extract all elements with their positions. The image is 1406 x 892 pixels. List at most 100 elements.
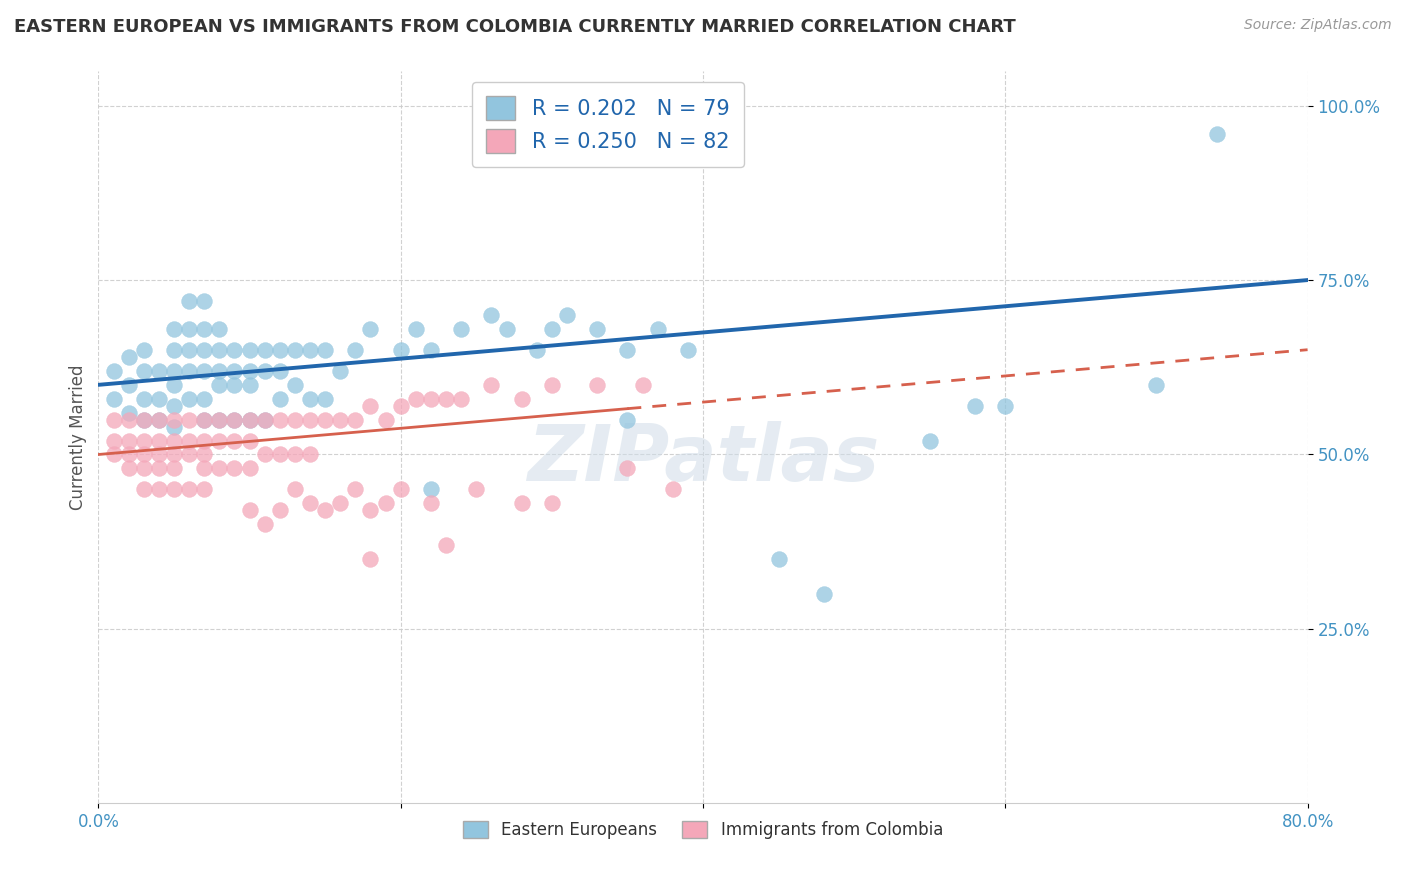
Point [434,538,457,552]
Point [239,343,262,357]
Point [163,343,186,357]
Point [208,377,231,392]
Point [299,392,322,406]
Point [420,496,443,510]
Point [450,322,472,336]
Point [540,496,562,510]
Point [179,434,201,448]
Point [179,294,201,309]
Point [329,412,352,426]
Point [616,412,638,426]
Point [118,434,141,448]
Point [103,392,125,406]
Point [616,461,638,475]
Point [179,412,201,426]
Point [132,392,155,406]
Point [1144,377,1167,392]
Point [118,461,141,475]
Point [284,343,307,357]
Y-axis label: Currently Married: Currently Married [69,364,87,510]
Point [224,434,246,448]
Point [148,412,170,426]
Point [163,448,186,462]
Text: ZIPatlas: ZIPatlas [527,421,879,497]
Point [344,483,367,497]
Point [420,392,443,406]
Point [103,364,125,378]
Point [434,392,457,406]
Point [118,350,141,364]
Point [163,399,186,413]
Point [329,496,352,510]
Point [193,434,215,448]
Point [540,322,562,336]
Point [314,392,336,406]
Point [208,412,231,426]
Point [510,496,533,510]
Point [918,434,941,448]
Point [132,364,155,378]
Point [253,412,276,426]
Point [299,496,322,510]
Point [813,587,835,601]
Point [163,419,186,434]
Point [132,448,155,462]
Point [616,343,638,357]
Point [314,503,336,517]
Point [193,322,215,336]
Point [389,399,412,413]
Point [179,343,201,357]
Point [360,322,382,336]
Point [208,322,231,336]
Point [103,448,125,462]
Point [269,364,291,378]
Point [193,412,215,426]
Point [495,322,517,336]
Point [284,448,307,462]
Point [179,322,201,336]
Point [239,503,262,517]
Legend: Eastern Europeans, Immigrants from Colombia: Eastern Europeans, Immigrants from Colom… [457,814,949,846]
Point [132,412,155,426]
Point [148,434,170,448]
Point [193,392,215,406]
Point [179,364,201,378]
Point [148,364,170,378]
Point [555,308,578,322]
Point [540,377,562,392]
Point [676,343,699,357]
Point [163,461,186,475]
Point [239,412,262,426]
Point [269,448,291,462]
Point [179,448,201,462]
Point [132,343,155,357]
Point [299,412,322,426]
Point [193,412,215,426]
Point [193,483,215,497]
Point [299,343,322,357]
Point [253,343,276,357]
Point [661,483,683,497]
Point [314,343,336,357]
Point [481,377,503,392]
Point [405,392,427,406]
Point [132,434,155,448]
Point [224,412,246,426]
Point [163,483,186,497]
Point [269,412,291,426]
Point [163,434,186,448]
Point [224,364,246,378]
Point [132,412,155,426]
Point [253,364,276,378]
Point [224,377,246,392]
Point [132,483,155,497]
Point [374,412,396,426]
Point [510,392,533,406]
Point [163,322,186,336]
Point [284,412,307,426]
Point [965,399,987,413]
Point [284,377,307,392]
Point [1206,127,1229,141]
Point [465,483,488,497]
Point [239,434,262,448]
